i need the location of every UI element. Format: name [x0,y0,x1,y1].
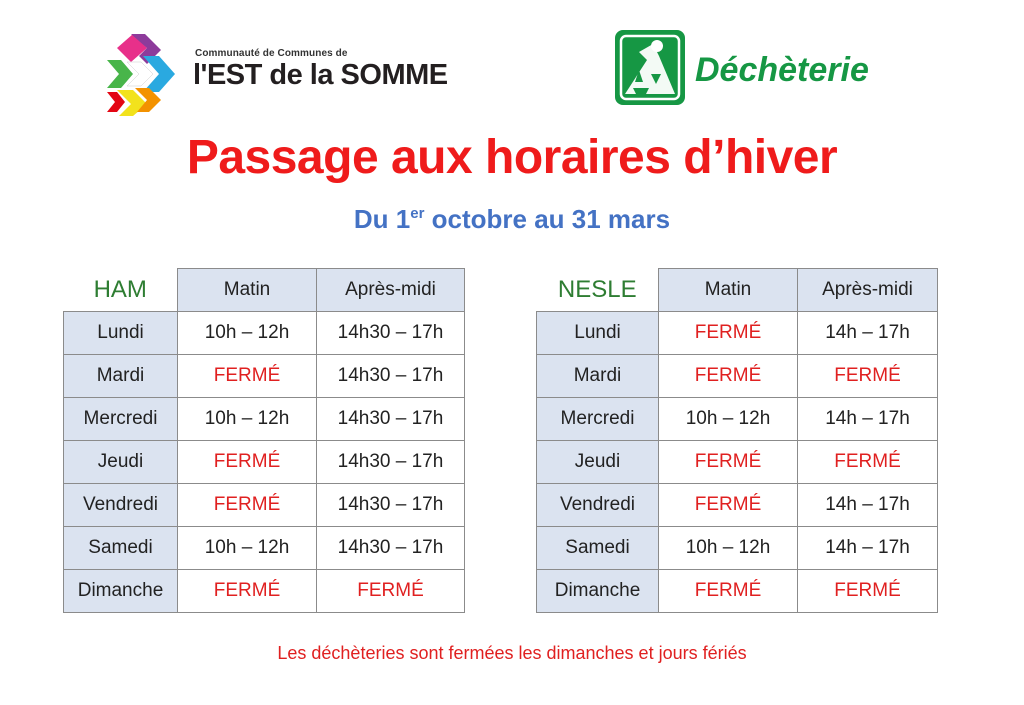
apres-midi-cell: FERMÉ [316,569,465,613]
day-cell: Mardi [63,354,178,398]
logo-small-text: Communauté de Communes de [195,48,348,59]
table-header-row: NESLE Matin Après-midi [537,268,938,312]
day-cell: Jeudi [63,440,178,484]
column-header-apres-midi: Après-midi [316,268,465,312]
table-row: Dimanche FERMÉ FERMÉ [63,569,465,613]
apres-midi-cell: 14h30 – 17h [316,483,465,527]
table-row: Mardi FERMÉ 14h30 – 17h [63,354,465,398]
site-name-nesle: NESLE [557,275,637,303]
ham-schedule-table: HAM Matin Après-midi Lundi 10h – 12h 14h30… [63,268,465,613]
table-row: Dimanche FERMÉ FERMÉ [536,569,938,613]
column-header-apres-midi: Après-midi [797,268,938,312]
table-row: Vendredi FERMÉ 14h30 – 17h [63,483,465,527]
table-row: Mercredi 10h – 12h 14h – 17h [536,397,938,441]
logo-big-text: l'EST de la SOMME [193,59,448,91]
day-cell: Vendredi [63,483,178,527]
table-row: Vendredi FERMÉ 14h – 17h [536,483,938,527]
subtitle-ordinal: er [410,205,425,222]
decheterie-logo: Déchèterie [615,30,895,110]
column-header-matin: Matin [177,268,317,312]
table-header-row: HAM Matin Après-midi [64,268,465,312]
apres-midi-cell: FERMÉ [797,569,938,613]
table-row: Mardi FERMÉ FERMÉ [536,354,938,398]
day-cell: Lundi [63,311,178,355]
matin-cell: FERMÉ [658,483,798,527]
closure-note: Les déchèteries sont fermées les dimanch… [277,643,747,663]
date-range-subtitle: Du 1er octobre au 31 mars [0,201,1024,237]
page-title: Passage aux horaires d’hiver [186,131,838,184]
apres-midi-cell: 14h – 17h [797,397,938,441]
apres-midi-cell: 14h – 17h [797,311,938,355]
apres-midi-cell: 14h30 – 17h [316,440,465,484]
site-name-ham: HAM [93,275,147,303]
day-cell: Vendredi [536,483,659,527]
day-cell: Samedi [536,526,659,570]
ccest-logo-mark-icon [107,34,175,116]
matin-cell: 10h – 12h [177,397,317,441]
matin-cell: 10h – 12h [177,311,317,355]
table-row: Mercredi 10h – 12h 14h30 – 17h [63,397,465,441]
matin-cell: 10h – 12h [658,526,798,570]
apres-midi-cell: 14h – 17h [797,526,938,570]
apres-midi-cell: 14h30 – 17h [316,354,465,398]
matin-cell: FERMÉ [658,354,798,398]
day-cell: Mercredi [63,397,178,441]
table-row: Lundi FERMÉ 14h – 17h [536,311,938,355]
day-cell: Lundi [536,311,659,355]
matin-cell: 10h – 12h [177,526,317,570]
matin-cell: 10h – 12h [658,397,798,441]
matin-cell: FERMÉ [177,440,317,484]
matin-cell: FERMÉ [658,311,798,355]
day-cell: Samedi [63,526,178,570]
table-row: Samedi 10h – 12h 14h30 – 17h [63,526,465,570]
apres-midi-cell: FERMÉ [797,440,938,484]
apres-midi-cell: 14h – 17h [797,483,938,527]
table-row: Samedi 10h – 12h 14h – 17h [536,526,938,570]
day-cell: Dimanche [536,569,659,613]
subtitle-prefix: Du 1 [353,204,411,234]
day-cell: Mardi [536,354,659,398]
apres-midi-cell: 14h30 – 17h [316,397,465,441]
matin-cell: FERMÉ [177,354,317,398]
day-cell: Jeudi [536,440,659,484]
apres-midi-cell: FERMÉ [797,354,938,398]
apres-midi-cell: 14h30 – 17h [316,311,465,355]
subtitle-suffix: octobre au 31 mars [424,204,671,234]
table-row: Lundi 10h – 12h 14h30 – 17h [63,311,465,355]
table-row: Jeudi FERMÉ FERMÉ [536,440,938,484]
matin-cell: FERMÉ [658,569,798,613]
day-cell: Mercredi [536,397,659,441]
column-header-matin: Matin [658,268,798,312]
recycle-bin-icon [615,30,685,105]
matin-cell: FERMÉ [177,483,317,527]
decheterie-logo-text: Déchèterie [695,51,869,89]
ccest-logo: Communauté de Communes de l'EST de la SO… [103,30,448,120]
matin-cell: FERMÉ [658,440,798,484]
apres-midi-cell: 14h30 – 17h [316,526,465,570]
nesle-schedule-table: NESLE Matin Après-midi Lundi FERMÉ 14h – 1… [536,268,938,613]
table-row: Jeudi FERMÉ 14h30 – 17h [63,440,465,484]
day-cell: Dimanche [63,569,178,613]
matin-cell: FERMÉ [177,569,317,613]
